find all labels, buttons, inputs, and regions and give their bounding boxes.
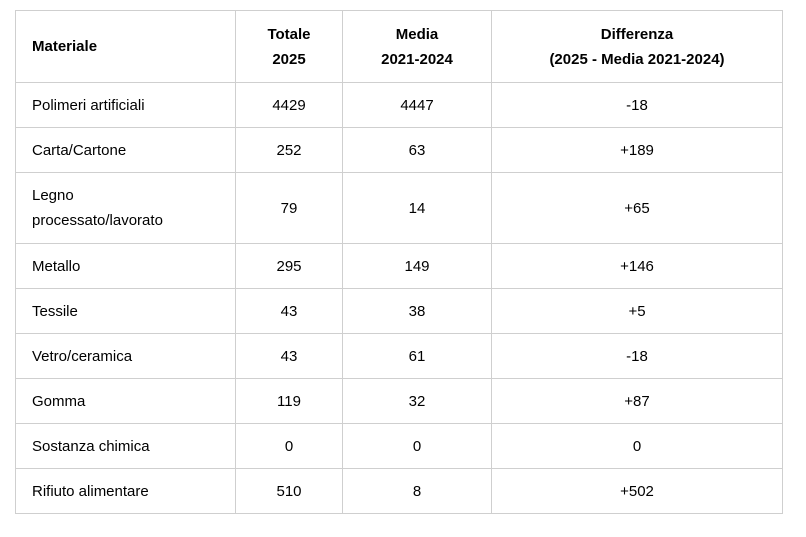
cell-material-line: Sostanza chimica bbox=[32, 437, 150, 455]
cell-material: Sostanza chimica bbox=[15, 423, 236, 469]
cell-difference: 0 bbox=[491, 423, 783, 469]
cell-avg-2021-2024: 38 bbox=[342, 288, 492, 334]
table-header: Materiale Totale 2025 Media 2021-2024 Di… bbox=[15, 10, 783, 83]
cell-difference: +87 bbox=[491, 378, 783, 424]
cell-avg-2021-2024: 14 bbox=[342, 172, 492, 244]
cell-total-2025: 43 bbox=[235, 288, 343, 334]
table-row: Rifiuto alimentare 510 8 +502 bbox=[15, 468, 783, 514]
cell-avg-2021-2024: 63 bbox=[342, 127, 492, 173]
cell-total-2025: 43 bbox=[235, 333, 343, 379]
header-media-line-1: Media bbox=[395, 25, 439, 43]
header-differenza-line-2: (2025 - Media 2021-2024) bbox=[549, 50, 725, 68]
cell-difference: -18 bbox=[491, 82, 783, 128]
header-differenza: Differenza (2025 - Media 2021-2024) bbox=[491, 10, 783, 83]
cell-material: Tessile bbox=[15, 288, 236, 334]
cell-material-line: Metallo bbox=[32, 257, 81, 275]
cell-avg-2021-2024: 8 bbox=[342, 468, 492, 514]
cell-avg-2021-2024: 32 bbox=[342, 378, 492, 424]
cell-avg-2021-2024: 149 bbox=[342, 243, 492, 289]
cell-material: Gomma bbox=[15, 378, 236, 424]
cell-material: Vetro/ceramica bbox=[15, 333, 236, 379]
materials-table-container: Materiale Totale 2025 Media 2021-2024 Di… bbox=[15, 10, 783, 514]
materials-table: Materiale Totale 2025 Media 2021-2024 Di… bbox=[15, 10, 783, 514]
cell-avg-2021-2024: 61 bbox=[342, 333, 492, 379]
cell-total-2025: 119 bbox=[235, 378, 343, 424]
cell-difference: +65 bbox=[491, 172, 783, 244]
header-differenza-line-1: Differenza bbox=[600, 25, 674, 43]
table-row: Tessile 43 38 +5 bbox=[15, 288, 783, 334]
cell-material-line: processato/lavorato bbox=[32, 212, 163, 229]
table-row: Gomma 119 32 +87 bbox=[15, 378, 783, 424]
cell-difference: +502 bbox=[491, 468, 783, 514]
cell-material-line: Gomma bbox=[32, 392, 86, 410]
header-totale-line-2: 2025 bbox=[272, 50, 306, 68]
header-materiale-line-1: Materiale bbox=[32, 38, 98, 55]
header-materiale: Materiale bbox=[15, 10, 236, 83]
cell-difference: +146 bbox=[491, 243, 783, 289]
header-totale-line-1: Totale bbox=[267, 25, 311, 43]
cell-material-line: Tessile bbox=[32, 302, 78, 320]
header-totale-2025: Totale 2025 bbox=[235, 10, 343, 83]
table-row: Polimeri artificiali 4429 4447 -18 bbox=[15, 82, 783, 128]
cell-material: Rifiuto alimentare bbox=[15, 468, 236, 514]
cell-material: Metallo bbox=[15, 243, 236, 289]
table-row: Sostanza chimica 0 0 0 bbox=[15, 423, 783, 469]
cell-total-2025: 79 bbox=[235, 172, 343, 244]
table-row: Vetro/ceramica 43 61 -18 bbox=[15, 333, 783, 379]
cell-difference: +5 bbox=[491, 288, 783, 334]
cell-material-line: Carta/Cartone bbox=[32, 141, 127, 159]
cell-difference: +189 bbox=[491, 127, 783, 173]
cell-material-line: Polimeri artificiali bbox=[32, 96, 145, 114]
cell-total-2025: 4429 bbox=[235, 82, 343, 128]
header-media-line-2: 2021-2024 bbox=[381, 50, 453, 68]
cell-material-line: Rifiuto alimentare bbox=[32, 482, 149, 500]
cell-material: Legno processato/lavorato bbox=[15, 172, 236, 244]
cell-avg-2021-2024: 4447 bbox=[342, 82, 492, 128]
cell-total-2025: 0 bbox=[235, 423, 343, 469]
table-row: Carta/Cartone 252 63 +189 bbox=[15, 127, 783, 173]
table-body: Polimeri artificiali 4429 4447 -18 Carta… bbox=[15, 82, 783, 514]
header-media-2021-2024: Media 2021-2024 bbox=[342, 10, 492, 83]
table-row: Metallo 295 149 +146 bbox=[15, 243, 783, 289]
cell-total-2025: 252 bbox=[235, 127, 343, 173]
cell-total-2025: 295 bbox=[235, 243, 343, 289]
cell-difference: -18 bbox=[491, 333, 783, 379]
cell-material: Carta/Cartone bbox=[15, 127, 236, 173]
cell-material-line: Legno bbox=[32, 187, 74, 204]
header-row: Materiale Totale 2025 Media 2021-2024 Di… bbox=[15, 10, 783, 83]
cell-avg-2021-2024: 0 bbox=[342, 423, 492, 469]
cell-material: Polimeri artificiali bbox=[15, 82, 236, 128]
cell-total-2025: 510 bbox=[235, 468, 343, 514]
cell-material-line: Vetro/ceramica bbox=[32, 347, 133, 365]
table-row: Legno processato/lavorato 79 14 +65 bbox=[15, 172, 783, 244]
